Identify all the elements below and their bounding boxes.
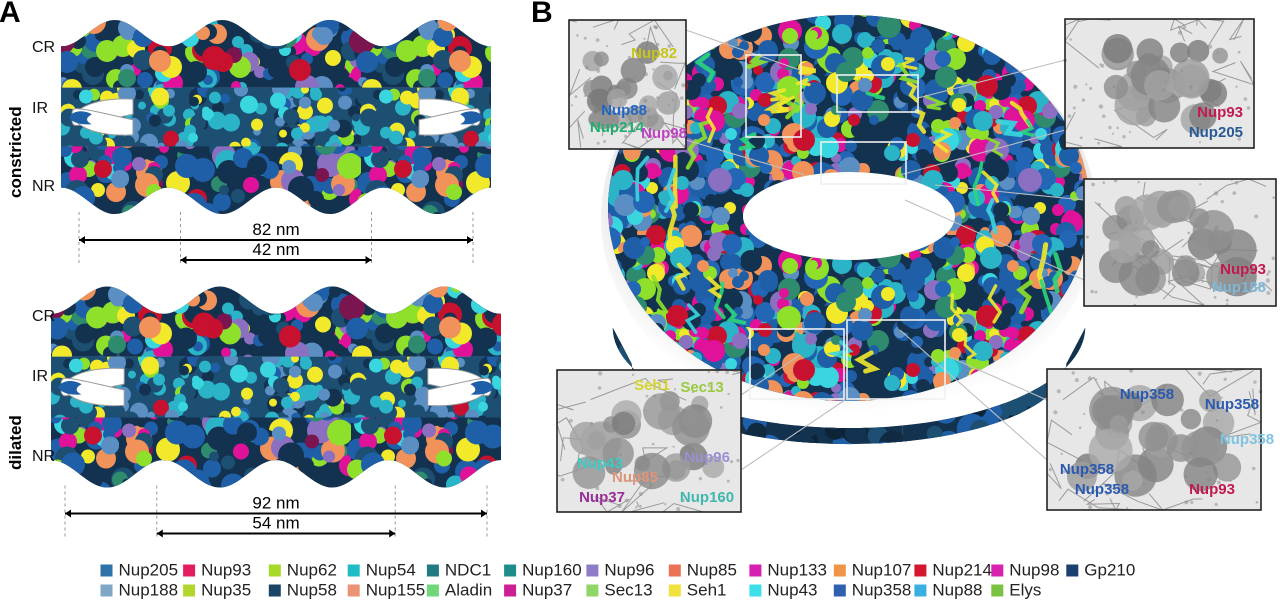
svg-text:Nup358: Nup358 — [852, 581, 912, 600]
svg-text:NDC1: NDC1 — [445, 561, 491, 580]
svg-text:Gp210: Gp210 — [1084, 561, 1135, 580]
svg-text:Nup93: Nup93 — [201, 561, 251, 580]
svg-text:Nup62: Nup62 — [287, 561, 337, 580]
svg-text:Nup188: Nup188 — [119, 581, 179, 600]
svg-text:Nup98: Nup98 — [1009, 561, 1059, 580]
svg-text:Nup160: Nup160 — [522, 561, 582, 580]
svg-text:Nup85: Nup85 — [687, 561, 737, 580]
svg-text:Sec13: Sec13 — [604, 581, 652, 600]
svg-text:Nup54: Nup54 — [366, 561, 416, 580]
svg-text:Nup155: Nup155 — [366, 581, 426, 600]
svg-text:Nup214: Nup214 — [932, 561, 992, 580]
svg-text:Nup43: Nup43 — [767, 581, 817, 600]
svg-text:Nup37: Nup37 — [522, 581, 572, 600]
svg-text:Elys: Elys — [1009, 581, 1041, 600]
svg-text:Nup205: Nup205 — [119, 561, 179, 580]
svg-text:Nup96: Nup96 — [604, 561, 654, 580]
svg-text:Aladin: Aladin — [445, 581, 492, 600]
svg-text:Nup35: Nup35 — [201, 581, 251, 600]
svg-text:Nup133: Nup133 — [767, 561, 827, 580]
svg-text:Nup107: Nup107 — [852, 561, 912, 580]
svg-text:Seh1: Seh1 — [687, 581, 727, 600]
svg-text:Nup58: Nup58 — [287, 581, 337, 600]
svg-text:Nup88: Nup88 — [932, 581, 982, 600]
